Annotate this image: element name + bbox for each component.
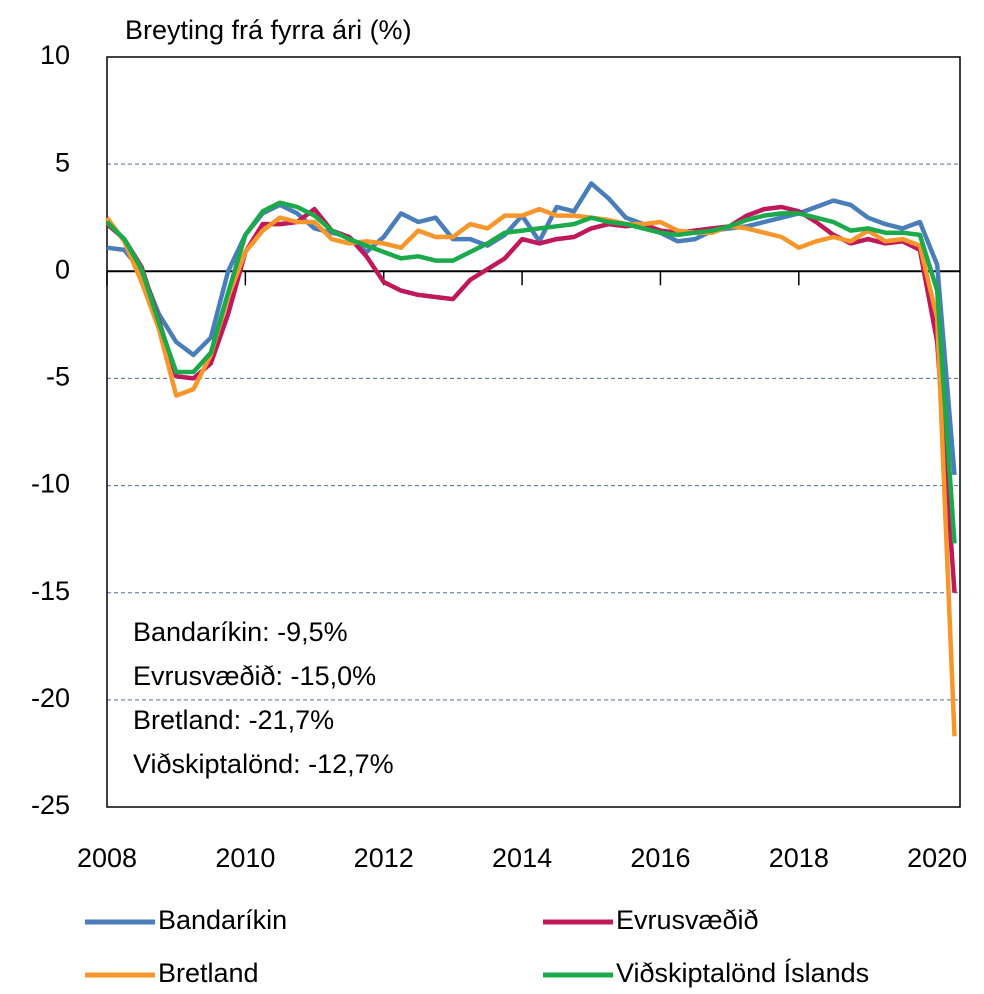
y-tick-label: -25 <box>31 790 70 820</box>
y-tick-label: -15 <box>31 576 70 606</box>
x-tick-label: 2014 <box>492 843 552 873</box>
x-tick-label: 2012 <box>354 843 414 873</box>
legend-label: Viðskiptalönd Íslands <box>616 958 869 988</box>
y-tick-label: 5 <box>55 147 70 177</box>
y-tick-label: -10 <box>31 469 70 499</box>
legend-label: Evrusvæðið <box>616 905 759 935</box>
y-axis-title: Breyting frá fyrra ári (%) <box>125 15 412 45</box>
annotation: Bretland: -21,7% <box>133 705 334 735</box>
y-tick-label: 10 <box>40 40 70 70</box>
annotation: Evrusvæðið: -15,0% <box>133 661 376 691</box>
y-tick-label: -20 <box>31 683 70 713</box>
plot-frame <box>106 56 961 808</box>
x-tick-label: 2018 <box>769 843 829 873</box>
annotation: Viðskiptalönd: -12,7% <box>133 749 394 779</box>
x-tick-label: 2008 <box>77 843 137 873</box>
x-tick-label: 2010 <box>215 843 275 873</box>
legend-label: Bandaríkin <box>158 905 287 935</box>
x-tick-label: 2016 <box>630 843 690 873</box>
x-tick-label: 2020 <box>907 843 967 873</box>
annotation: Bandaríkin: -9,5% <box>133 617 348 647</box>
series-line <box>105 200 957 544</box>
y-tick-label: -5 <box>46 362 70 392</box>
y-tick-label: 0 <box>55 254 70 284</box>
series-line <box>106 181 957 476</box>
series-line <box>105 206 957 737</box>
legend-label: Bretland <box>158 958 259 988</box>
